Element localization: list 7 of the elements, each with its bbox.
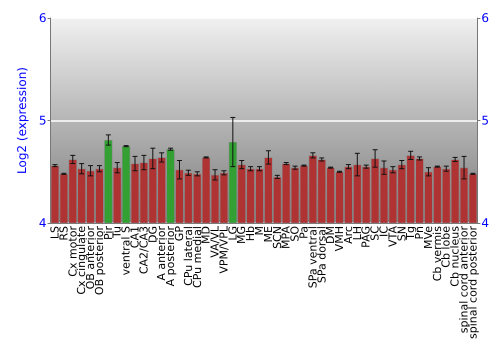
y2-tick-label: 4 (481, 216, 490, 230)
y2-tick-label: 6 (481, 11, 490, 25)
y2-tick-label: 5 (481, 114, 490, 128)
y-tick-label: 4 (38, 216, 47, 230)
y-axis-title: Log2 (expression) (15, 67, 29, 174)
y-tick-label: 6 (38, 11, 47, 25)
y-tick-label: 5 (38, 114, 47, 128)
